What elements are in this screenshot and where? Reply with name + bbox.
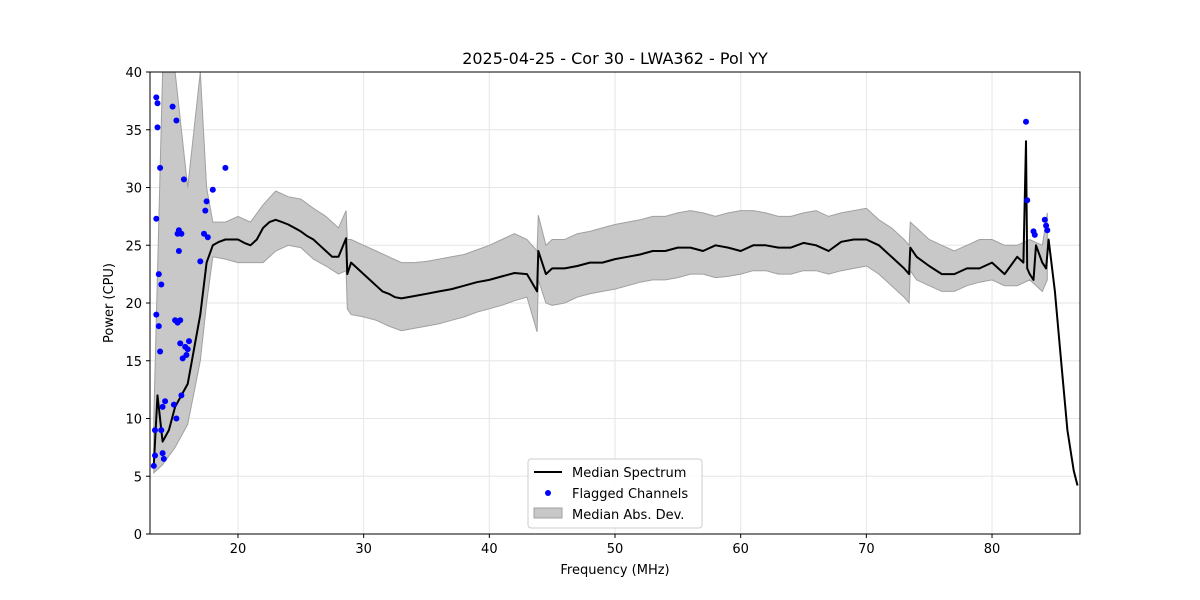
flagged-channel-point: [153, 215, 160, 222]
x-tick-label: 70: [858, 542, 875, 557]
legend-mad-swatch: [533, 507, 563, 519]
y-tick-label: 30: [125, 182, 142, 197]
flagged-channel-point: [157, 164, 164, 171]
x-axis-label: Frequency (MHz): [560, 563, 669, 578]
flagged-channel-point: [155, 271, 162, 278]
legend-flagged-swatch: [545, 490, 551, 496]
flagged-channel-point: [150, 462, 157, 469]
y-axis-label: Power (CPU): [102, 263, 117, 343]
flagged-channel-point: [152, 427, 158, 434]
legend-flagged-label: Flagged Channels: [572, 487, 688, 502]
x-tick-label: 50: [607, 542, 624, 557]
flagged-channel-point: [178, 392, 185, 399]
legend-mad-label: Median Abs. Dev.: [572, 508, 684, 523]
flagged-channel-point: [201, 230, 207, 237]
flagged-channel-point: [177, 317, 184, 324]
x-tick-label: 30: [355, 542, 372, 557]
flagged-channel-point: [158, 281, 165, 288]
flagged-channel-point: [202, 207, 209, 214]
x-tick-label: 80: [984, 542, 1001, 557]
chart-title: 2025-04-25 - Cor 30 - LWA362 - Pol YY: [462, 49, 768, 68]
flagged-channel-point: [157, 348, 164, 355]
x-tick-label: 20: [230, 542, 247, 557]
flagged-channel-point: [197, 258, 204, 265]
x-tick-label: 40: [481, 542, 498, 557]
flagged-channel-point: [175, 248, 182, 254]
flagged-channel-point: [155, 323, 162, 330]
flagged-channel-point: [159, 403, 166, 410]
median-spectrum-line: [152, 140, 1079, 486]
flagged-channel-point: [160, 455, 167, 462]
flagged-channel-point: [180, 176, 187, 183]
flagged-channel-point: [209, 186, 216, 193]
flagged-channel-point: [1024, 197, 1031, 204]
flagged-channel-point: [1044, 227, 1051, 234]
flagged-points-layer: [150, 94, 1051, 469]
flagged-channel-point: [154, 124, 161, 131]
ticks: 20 30 40 50 60 70 80 0 5 10 15 20 25 30 35 40: [125, 66, 1000, 557]
flagged-channel-point: [169, 103, 176, 110]
flagged-channel-point: [1041, 216, 1048, 223]
y-tick-label: 10: [125, 413, 142, 428]
y-tick-label: 5: [134, 470, 142, 485]
flagged-channel-point: [158, 427, 165, 434]
flagged-channel-point: [153, 311, 160, 318]
flagged-channel-point: [154, 100, 161, 107]
flagged-channel-point: [173, 415, 180, 422]
flagged-channel-point: [153, 94, 160, 101]
mad-band: [153, 72, 1048, 474]
y-tick-label: 20: [125, 297, 142, 312]
flagged-channel-point: [162, 398, 169, 405]
flagged-channel-point: [177, 340, 184, 347]
flagged-channel-point: [222, 164, 229, 171]
flagged-channel-point: [152, 452, 158, 459]
flagged-channel-point: [203, 198, 210, 205]
flagged-channel-point: [159, 450, 166, 457]
flagged-channel-point: [183, 352, 190, 358]
y-tick-label: 15: [125, 355, 142, 370]
flagged-channel-point: [1023, 118, 1029, 125]
mad-band-layer: [153, 72, 1048, 474]
x-tick-label: 60: [732, 542, 749, 557]
flagged-channel-point: [204, 234, 211, 241]
flagged-channel-point: [184, 346, 191, 353]
flagged-channel-point: [170, 401, 177, 408]
legend-median-label: Median Spectrum: [572, 466, 686, 481]
median-line-layer: [152, 140, 1079, 486]
y-tick-label: 35: [125, 124, 142, 139]
flagged-channel-point: [1031, 231, 1038, 238]
y-tick-label: 25: [125, 239, 142, 254]
legend-box: [527, 458, 703, 529]
flagged-channel-point: [186, 338, 192, 345]
legend: Median Spectrum Flagged Channels Median …: [527, 458, 703, 529]
flagged-channel-point: [173, 117, 180, 124]
flagged-channel-point: [178, 230, 185, 237]
y-tick-label: 0: [134, 528, 142, 543]
flagged-channel-point: [1043, 222, 1050, 229]
y-tick-label: 40: [125, 66, 142, 81]
